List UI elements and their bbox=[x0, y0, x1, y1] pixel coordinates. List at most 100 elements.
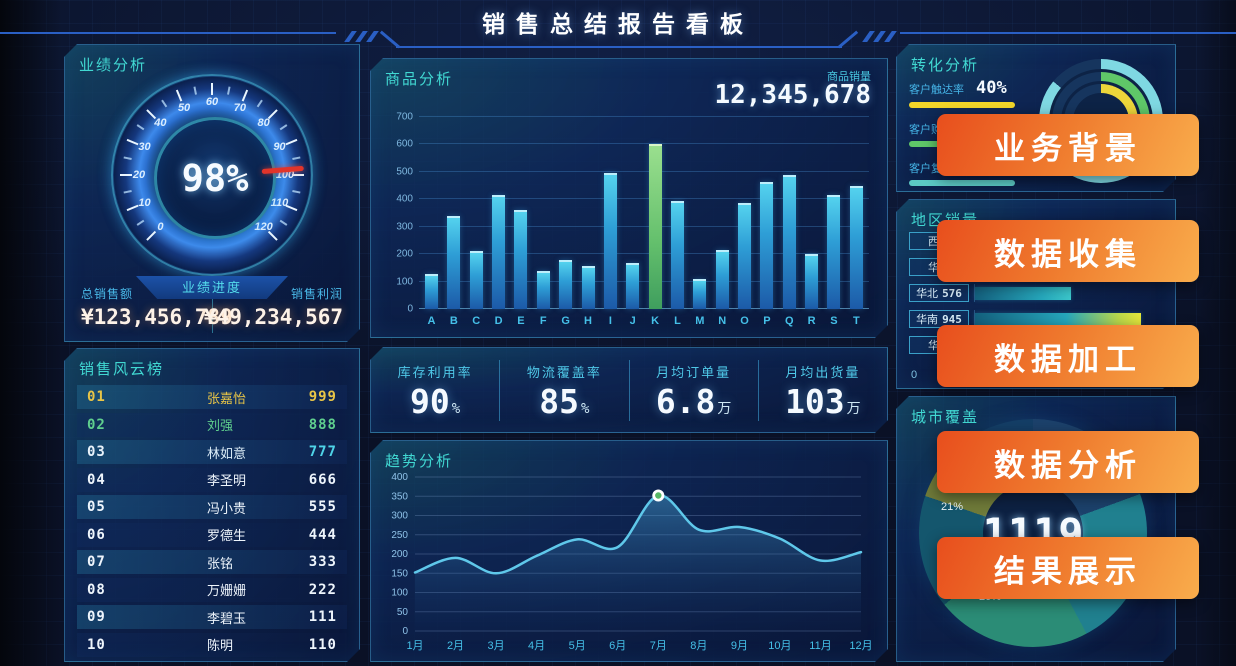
gauge-scale-number: 60 bbox=[205, 96, 219, 108]
bar[interactable] bbox=[559, 260, 572, 309]
bar[interactable] bbox=[738, 203, 751, 309]
leaderboard-name: 罗德生 bbox=[207, 528, 247, 543]
process-button[interactable]: 数据收集 bbox=[937, 220, 1199, 282]
trend-line-chart: 0 50 100 150 200 250 300 350 400 1月 2月 3月 4月 5月 6月 7月 8… bbox=[379, 469, 877, 660]
gauge-scale-number: 80 bbox=[257, 117, 270, 130]
leaderboard-name: 张铭 bbox=[207, 555, 234, 571]
leaderboard-row[interactable]: 05 冯小贵 555 bbox=[77, 495, 347, 519]
bar[interactable] bbox=[805, 254, 818, 309]
gridline bbox=[419, 281, 869, 282]
bar-column bbox=[492, 195, 505, 309]
bar[interactable] bbox=[537, 271, 550, 309]
bar[interactable] bbox=[716, 250, 729, 309]
bar-column bbox=[447, 216, 460, 309]
bar-column bbox=[783, 175, 796, 309]
bar-column bbox=[514, 210, 527, 309]
stat-value: ¥123,456,789 bbox=[81, 305, 233, 329]
gauge-scale-number: 90 bbox=[273, 141, 286, 154]
process-button[interactable]: 结果展示 bbox=[937, 537, 1199, 599]
pie-slice-label: 21% bbox=[941, 501, 964, 513]
leaderboard-row[interactable]: 01 张嘉怡 999 bbox=[77, 385, 347, 409]
stat-label: 销售利润 bbox=[290, 287, 343, 301]
bar[interactable] bbox=[492, 195, 505, 309]
leaderboard-row[interactable]: 06 罗德生 444 bbox=[77, 523, 347, 547]
bar[interactable] bbox=[783, 175, 796, 309]
product-total-value: 12,345,678 bbox=[714, 80, 871, 110]
x-tick-label: N bbox=[718, 315, 727, 327]
gauge-outer-ring bbox=[111, 74, 313, 276]
leaderboard-row[interactable]: 08 万姗姗 222 bbox=[77, 578, 347, 602]
gauge-badge: 业绩进度 bbox=[136, 276, 288, 299]
kpi-row: 库存利用率 90% 物流覆盖率 85% 月均订单量 6.8 万月均出货量 103 万 bbox=[371, 348, 887, 432]
panel-title: 销售风云榜 bbox=[79, 361, 165, 378]
gauge-scale-number: 30 bbox=[138, 141, 151, 154]
bar-chart-bars bbox=[419, 117, 869, 309]
x-tick-label: I bbox=[608, 315, 612, 327]
process-button[interactable]: 业务背景 bbox=[937, 114, 1199, 176]
svg-text:12月: 12月 bbox=[849, 640, 872, 652]
svg-text:350: 350 bbox=[391, 491, 408, 502]
leaderboard-row[interactable]: 07 张铭 333 bbox=[77, 550, 347, 574]
leaderboard-row[interactable]: 04 李圣明 666 bbox=[77, 468, 347, 492]
leaderboard-row[interactable]: 02 刘强 888 bbox=[77, 413, 347, 437]
x-tick-label: E bbox=[517, 315, 525, 327]
leaderboard-rank: 03 bbox=[87, 444, 106, 460]
leaderboard-name: 陈明 bbox=[207, 638, 234, 653]
leaderboard-value: 333 bbox=[308, 554, 337, 570]
bar[interactable] bbox=[671, 201, 684, 309]
svg-text:200: 200 bbox=[391, 549, 408, 560]
svg-text:9月: 9月 bbox=[731, 640, 748, 652]
bar[interactable] bbox=[760, 182, 773, 309]
leaderboard-rank: 07 bbox=[87, 554, 106, 570]
x-tick-label: K bbox=[651, 315, 660, 327]
kpi-cell: 物流覆盖率 85% bbox=[499, 360, 628, 421]
panel-title: 趋势分析 bbox=[385, 453, 454, 470]
region-label: 华南 bbox=[916, 314, 939, 326]
leaderboard-row[interactable]: 10 陈明 110 bbox=[77, 633, 347, 657]
leaderboard-name: 张嘉怡 bbox=[207, 390, 247, 406]
bar[interactable] bbox=[470, 251, 483, 309]
leaderboard-value: 555 bbox=[308, 499, 337, 515]
bar-column bbox=[649, 144, 662, 309]
bar[interactable] bbox=[514, 210, 527, 309]
leaderboard-row[interactable]: 09 李碧玉 111 bbox=[77, 605, 347, 629]
x-tick-label: C bbox=[472, 315, 481, 327]
bar[interactable] bbox=[626, 263, 639, 309]
bar[interactable] bbox=[582, 266, 595, 309]
conversion-bar bbox=[909, 102, 1015, 108]
svg-text:7月: 7月 bbox=[650, 640, 667, 652]
gridline bbox=[419, 116, 869, 117]
region-bar[interactable] bbox=[975, 313, 1141, 326]
process-button[interactable]: 数据分析 bbox=[937, 431, 1199, 493]
leaderboard-row[interactable]: 03 林如意 777 bbox=[77, 440, 347, 464]
gauge-divider-line bbox=[212, 299, 213, 333]
svg-text:2月: 2月 bbox=[447, 640, 464, 652]
leaderboard-rank: 05 bbox=[87, 499, 106, 515]
leaderboard-name: 刘强 bbox=[207, 418, 234, 433]
bar[interactable] bbox=[425, 274, 438, 309]
gridline bbox=[419, 253, 869, 254]
bar-column bbox=[827, 195, 840, 309]
bar[interactable] bbox=[693, 279, 706, 309]
trend-svg: 0 50 100 150 200 250 300 350 400 1月 2月 3月 4月 5月 6月 7月 8… bbox=[379, 469, 877, 655]
process-button[interactable]: 数据加工 bbox=[937, 325, 1199, 387]
gauge-value: 98% bbox=[181, 156, 249, 200]
bar[interactable] bbox=[850, 186, 863, 309]
svg-text:8月: 8月 bbox=[690, 640, 707, 652]
bar[interactable] bbox=[604, 173, 617, 309]
region-label-box: 华北 576 bbox=[909, 284, 969, 302]
region-bar[interactable] bbox=[975, 287, 1071, 300]
stat-value: ¥49,234,567 bbox=[203, 305, 343, 329]
bar[interactable] bbox=[827, 195, 840, 309]
leaderboard-value: 777 bbox=[308, 444, 337, 460]
x-tick-label: F bbox=[539, 315, 547, 327]
panel-leaderboard: 销售风云榜 01 张嘉怡 999 02 刘强 888 03 林如意 777 04 李圣明 666 05 冯… bbox=[64, 348, 360, 662]
kpi-cell: 月均订单量 6.8 万 bbox=[629, 360, 758, 421]
bar[interactable] bbox=[649, 144, 662, 309]
bar[interactable] bbox=[447, 216, 460, 309]
y-tick-label: 300 bbox=[396, 221, 413, 233]
bar-column bbox=[693, 279, 706, 309]
conversion-value: 40% bbox=[976, 78, 1007, 98]
conversion-bar bbox=[909, 180, 1015, 186]
